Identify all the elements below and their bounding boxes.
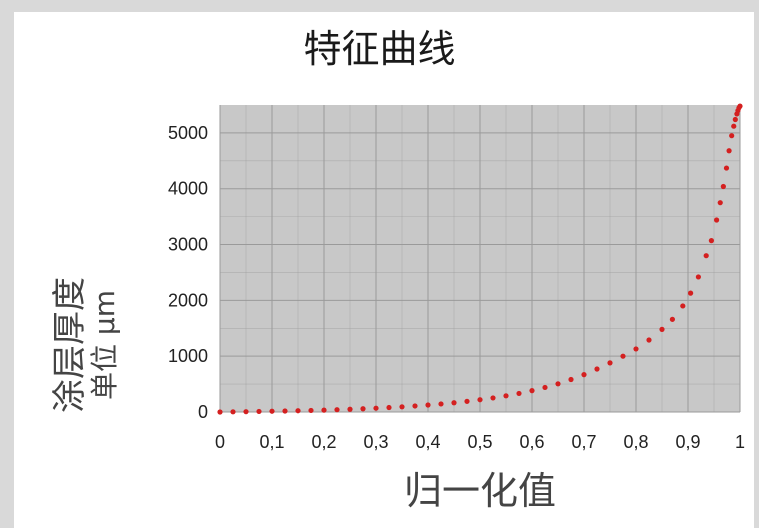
data-point <box>708 238 715 244</box>
data-point <box>680 303 686 309</box>
data-point <box>581 372 587 378</box>
data-point <box>256 408 262 415</box>
data-point <box>714 217 720 223</box>
x-tick-label: 0,1 <box>259 432 284 452</box>
data-point <box>308 407 314 414</box>
x-tick-label: 0,7 <box>571 432 596 452</box>
data-point <box>399 404 405 410</box>
data-point <box>451 400 457 406</box>
data-point <box>477 397 483 403</box>
data-point <box>695 274 702 280</box>
data-point <box>243 409 249 415</box>
data-point <box>594 366 600 372</box>
data-point <box>720 183 726 190</box>
data-point <box>542 384 548 391</box>
data-point <box>321 407 327 413</box>
x-tick-label: 0 <box>215 432 225 452</box>
x-tick-label: 0,4 <box>415 432 440 452</box>
data-point <box>732 116 738 123</box>
data-point <box>729 133 735 139</box>
data-point <box>737 103 743 109</box>
data-point <box>620 353 626 359</box>
data-point <box>230 409 236 415</box>
x-tick-label: 0,8 <box>623 432 648 452</box>
data-point <box>438 401 444 407</box>
data-point <box>295 408 301 414</box>
data-point <box>568 376 574 383</box>
data-point <box>269 408 275 414</box>
data-point <box>688 290 694 296</box>
data-point <box>347 406 353 412</box>
data-point <box>516 390 522 397</box>
y-tick-label: 5000 <box>168 123 208 143</box>
data-point <box>646 337 652 343</box>
data-point <box>659 326 665 332</box>
x-tick-label: 0,9 <box>675 432 700 452</box>
y-tick-label: 0 <box>198 402 208 422</box>
data-point <box>373 405 379 411</box>
y-tick-label: 4000 <box>168 179 208 199</box>
data-point <box>282 408 288 414</box>
x-tick-label: 0,2 <box>311 432 336 452</box>
data-point <box>425 402 431 408</box>
data-point <box>633 346 639 352</box>
data-point <box>703 253 709 259</box>
data-point <box>717 200 723 206</box>
data-point <box>529 388 535 394</box>
data-point <box>464 398 470 404</box>
data-point <box>412 403 418 409</box>
x-tick-label: 0,3 <box>363 432 388 452</box>
data-point <box>217 409 223 415</box>
y-tick-label: 2000 <box>168 290 208 310</box>
data-point <box>731 123 737 129</box>
chart-title: 特征曲线 <box>303 27 456 71</box>
x-axis-label: 归一化值 <box>403 469 556 513</box>
y-tick-label: 3000 <box>168 235 208 255</box>
data-point <box>490 395 496 401</box>
data-point <box>723 165 730 171</box>
data-point <box>334 407 340 413</box>
data-point <box>555 381 561 387</box>
data-point <box>503 393 509 399</box>
y-tick-label: 1000 <box>168 346 208 366</box>
x-tick-label: 0,6 <box>519 432 544 452</box>
data-point <box>386 404 392 411</box>
data-point <box>726 148 732 154</box>
x-tick-label: 0,5 <box>467 432 492 452</box>
x-tick-label: 1 <box>735 432 745 452</box>
data-point <box>669 316 676 322</box>
data-point <box>360 406 366 412</box>
data-point <box>607 360 613 366</box>
